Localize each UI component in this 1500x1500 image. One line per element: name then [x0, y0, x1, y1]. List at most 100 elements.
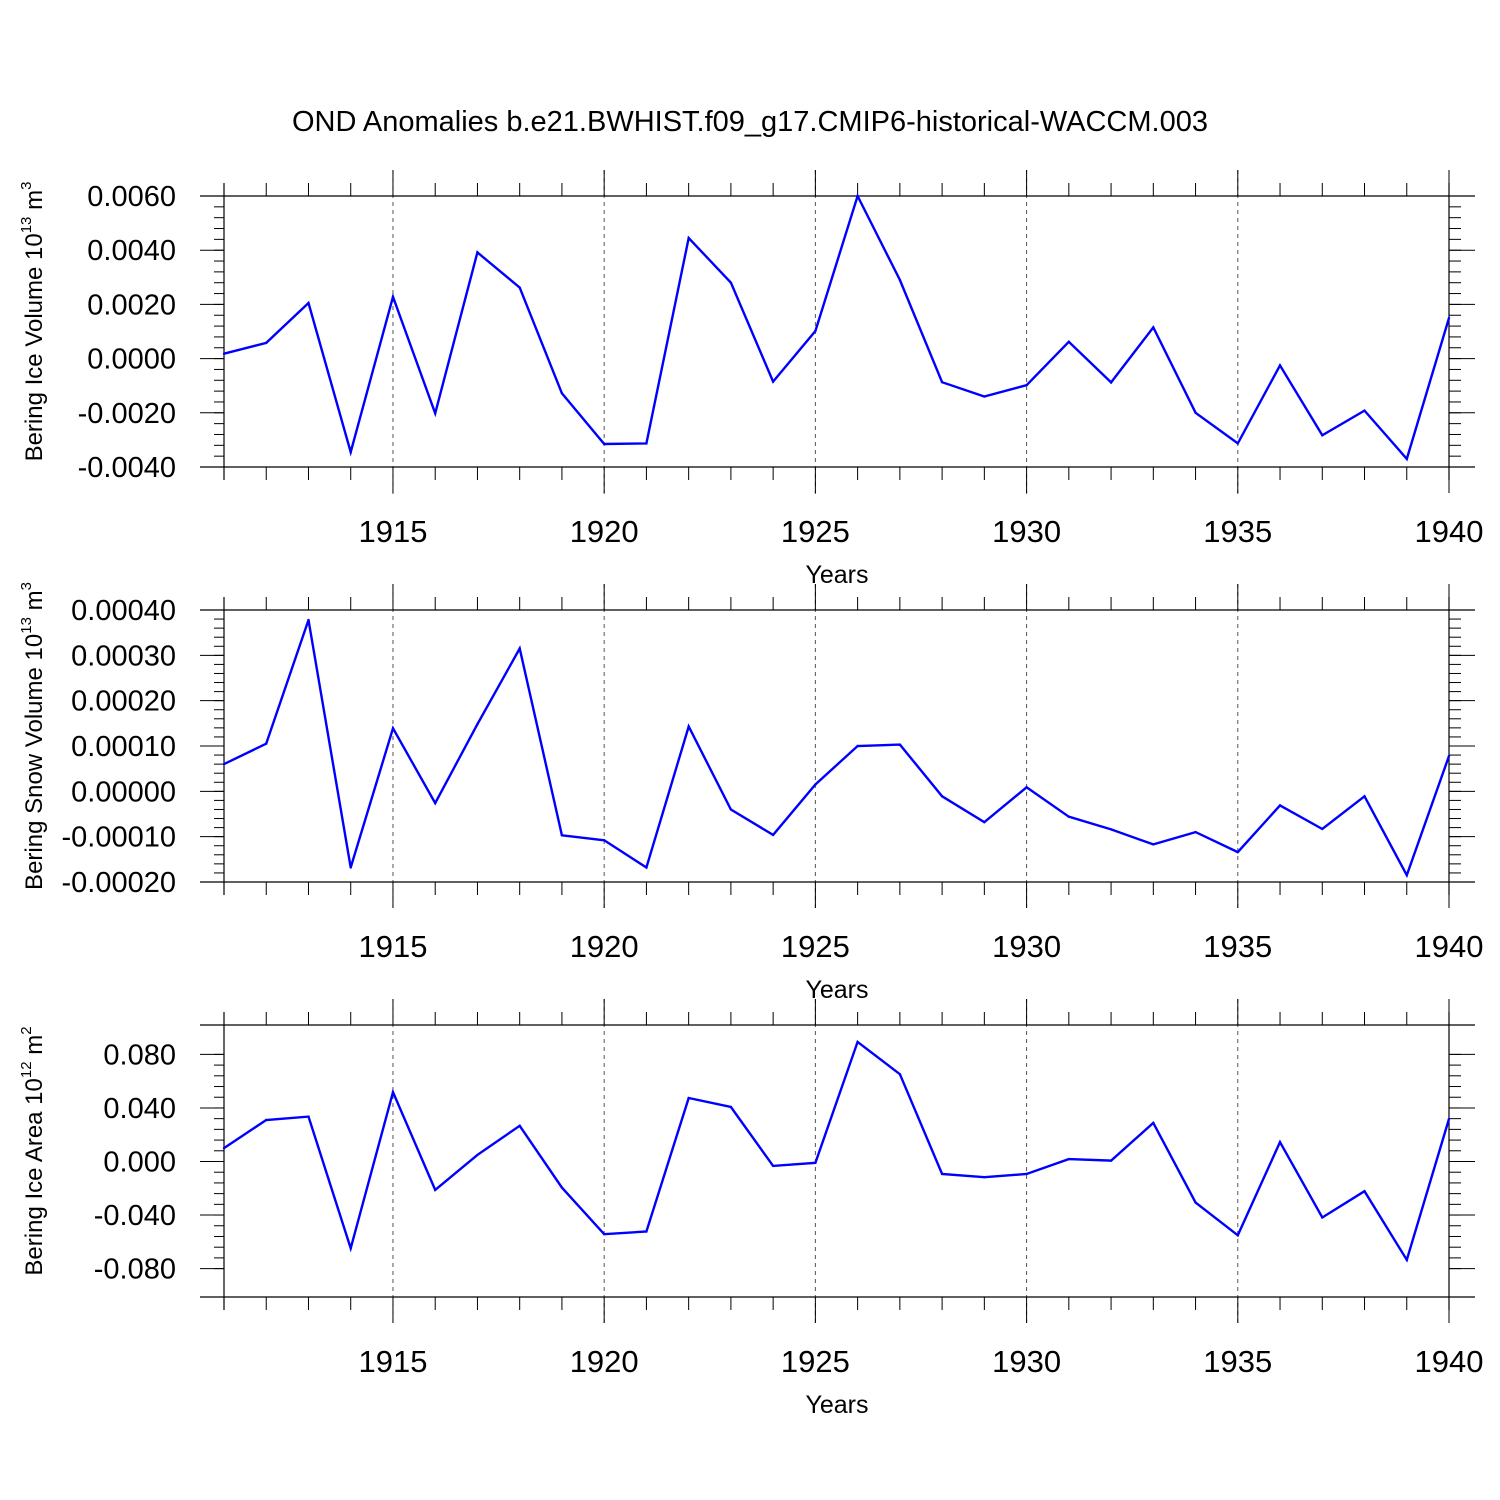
y-axis-label: Bering Ice Area 1012 m2: [18, 1026, 48, 1275]
x-axis-label: Years: [805, 561, 868, 589]
y-axis-label-exponent: 12: [18, 1061, 35, 1078]
data-point: [265, 341, 268, 345]
data-point: [687, 236, 690, 240]
data-point: [771, 380, 775, 383]
data-point: [856, 1040, 859, 1044]
data-point: [1025, 786, 1028, 789]
x-tick-label: 1935: [1203, 1344, 1272, 1379]
series-line-bering-ice-area: [223, 1039, 1451, 1263]
data-point: [898, 278, 902, 282]
data-point: [940, 1172, 944, 1176]
x-tick-label: 1920: [570, 1344, 639, 1379]
x-tick-label: 1920: [570, 929, 639, 964]
panel-bering-ice-volume: 0.0060 0.0040 0.0020 0.0000 -0.0020 -0.0040 19…: [18, 170, 1483, 589]
data-point: [476, 251, 479, 254]
y-axis-label-unit-exponent: 2: [18, 1026, 35, 1034]
data-point: [518, 647, 521, 650]
data-point: [222, 762, 226, 766]
data-point: [1405, 874, 1408, 877]
data-point: [1405, 457, 1408, 461]
x-axis-label: Years: [805, 1391, 868, 1419]
y-tick-label: -0.040: [94, 1200, 176, 1232]
data-point: [1067, 815, 1071, 818]
data-point: [1278, 364, 1282, 367]
y-axis-label-unit: m: [21, 1035, 48, 1062]
data-point: [1067, 340, 1071, 343]
data-point: [1152, 843, 1155, 846]
data-point: [1405, 1258, 1408, 1262]
data-point: [898, 1073, 902, 1076]
y-tick-label: 0.0020: [87, 289, 176, 321]
y-axis-label-text: Bering Ice Area 10: [21, 1078, 48, 1275]
data-point: [1236, 1234, 1239, 1237]
data-point: [1447, 754, 1451, 758]
data-point: [1109, 828, 1113, 831]
y-tick-label: -0.0040: [78, 452, 176, 484]
data-point: [602, 1233, 606, 1236]
data-point: [1321, 827, 1324, 831]
data-point: [518, 1124, 521, 1127]
y-axis-label-text: Bering Snow Volume 10: [21, 634, 48, 890]
data-point: [349, 1247, 352, 1250]
y-tick-label: 0.00010: [71, 731, 176, 763]
y-tick-label: 0.040: [103, 1093, 176, 1125]
data-point: [476, 1153, 479, 1157]
data-point: [729, 808, 733, 811]
y-tick-label: -0.080: [94, 1254, 176, 1286]
y-tick-label: 0.080: [103, 1039, 176, 1071]
data-point: [1067, 1157, 1071, 1161]
x-tick-label: 1915: [358, 929, 427, 964]
data-point: [602, 839, 606, 842]
data-point: [1236, 442, 1239, 445]
data-point: [1447, 1117, 1451, 1121]
data-point: [856, 194, 859, 198]
data-point: [645, 866, 648, 869]
x-tick-label: 1915: [358, 1344, 427, 1379]
y-tick-label: -0.00020: [62, 867, 177, 899]
x-tick-label: 1930: [992, 1344, 1061, 1379]
y-tick-label: 0.000: [103, 1147, 176, 1179]
data-point: [434, 412, 437, 415]
x-tick-label: 1930: [992, 929, 1061, 964]
data-point: [814, 783, 817, 786]
x-tick-label: 1925: [781, 1344, 850, 1379]
y-tick-label: -0.0020: [78, 398, 176, 430]
data-point: [349, 866, 352, 869]
data-point: [391, 295, 395, 299]
data-point: [729, 281, 733, 284]
y-tick-label: 0.00040: [71, 595, 176, 627]
data-point: [391, 1090, 395, 1094]
data-point: [940, 795, 944, 798]
y-tick-label: 0.0040: [87, 235, 176, 267]
data-point: [1152, 1121, 1155, 1125]
data-point: [560, 1186, 564, 1189]
data-point: [1109, 1159, 1113, 1162]
data-point: [307, 1115, 310, 1118]
data-point: [771, 833, 775, 837]
x-tick-label: 1915: [358, 514, 427, 549]
data-point: [434, 1188, 437, 1192]
y-tick-label: 0.00030: [71, 640, 176, 672]
series-line-bering-ice-volume: [223, 192, 1451, 462]
data-point: [1194, 411, 1197, 414]
data-point: [814, 1161, 817, 1165]
data-point: [1152, 326, 1155, 329]
data-point: [476, 723, 479, 726]
x-axis-label: Years: [805, 976, 868, 1004]
data-point: [940, 380, 944, 384]
y-axis-label: Bering Snow Volume 1013 m3: [18, 582, 48, 890]
data-point: [1236, 850, 1239, 854]
data-point: [983, 820, 986, 824]
data-point: [1194, 830, 1197, 834]
data-point: [1194, 1201, 1197, 1204]
data-point: [1363, 409, 1366, 412]
x-tick-label: 1940: [1415, 514, 1484, 549]
data-point: [1363, 795, 1366, 798]
data-point: [898, 743, 902, 746]
y-axis-label-text: Bering Ice Volume 10: [21, 233, 48, 461]
data-point: [560, 392, 564, 395]
data-point: [602, 442, 606, 446]
data-point: [771, 1164, 775, 1168]
data-point: [983, 1175, 986, 1179]
